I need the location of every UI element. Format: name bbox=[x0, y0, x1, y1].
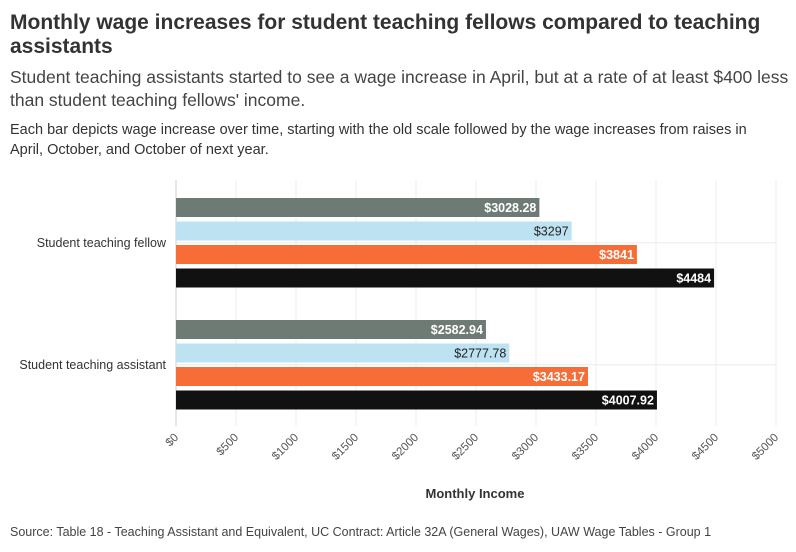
chart-subtitle: Student teaching assistants started to s… bbox=[10, 67, 789, 110]
chart-title: Monthly wage increases for student teach… bbox=[10, 11, 761, 58]
bar-value-label: $3297 bbox=[534, 225, 569, 239]
x-axis-title: Monthly Income bbox=[426, 486, 525, 501]
chart-description: Each bar depicts wage increase over time… bbox=[10, 122, 747, 158]
x-tick-label: $500 bbox=[215, 432, 242, 459]
x-tick-label: $0 bbox=[164, 432, 182, 450]
bars-group: $3028.28 $3297 $3841 $4484 $2582.94 $2777.78 $… bbox=[176, 198, 715, 410]
bar bbox=[176, 390, 657, 410]
bar bbox=[176, 343, 510, 363]
bar-value-label: $3841 bbox=[599, 248, 634, 262]
bar-value-label: $2582.94 bbox=[431, 323, 483, 337]
bar-value-label: $4007.92 bbox=[602, 394, 654, 408]
bar-value-label: $3433.17 bbox=[533, 370, 585, 384]
bar-value-label: $4484 bbox=[676, 272, 711, 286]
x-tick-label: $1500 bbox=[330, 432, 361, 463]
x-tick-label: $4500 bbox=[690, 432, 721, 463]
x-tick-label: $4000 bbox=[630, 432, 661, 463]
x-tick-label: $1000 bbox=[270, 432, 301, 463]
bar bbox=[176, 245, 637, 264]
bar bbox=[176, 367, 588, 386]
category-label: Student teaching fellow bbox=[37, 236, 167, 250]
x-tick-label: $3500 bbox=[570, 432, 601, 463]
bar bbox=[176, 320, 486, 339]
source-note: Source: Table 18 - Teaching Assistant an… bbox=[10, 525, 712, 539]
x-tick-label: $2500 bbox=[450, 432, 481, 463]
bar bbox=[176, 198, 540, 217]
bar bbox=[176, 221, 572, 241]
x-tick-label: $3000 bbox=[510, 432, 541, 463]
bar-value-label: $3028.28 bbox=[484, 201, 536, 215]
bar bbox=[176, 268, 715, 288]
category-labels: Student teaching fellow Student teaching … bbox=[19, 236, 167, 372]
x-tick-labels: $0 $500 $1000 $1500 $2000 $2500 $3000 $3500 $400… bbox=[164, 432, 782, 463]
bar-value-label: $2777.78 bbox=[454, 347, 506, 361]
x-tick-label: $5000 bbox=[750, 432, 781, 463]
category-label: Student teaching assistant bbox=[19, 358, 166, 372]
x-tick-label: $2000 bbox=[390, 432, 421, 463]
